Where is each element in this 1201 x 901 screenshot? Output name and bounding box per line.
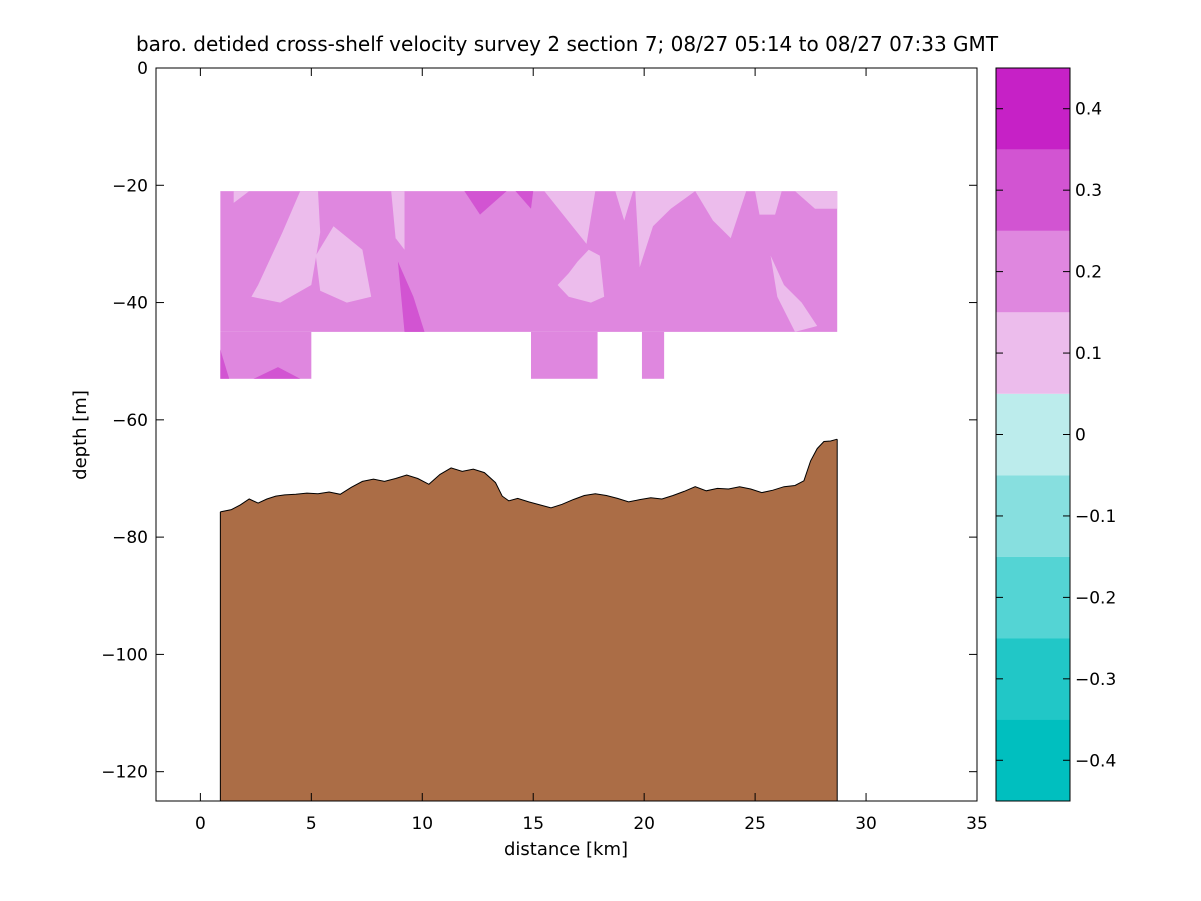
x-tick-label: 35 [966,814,988,834]
colorbar-swatch [996,312,1070,394]
x-tick-label: 30 [855,814,877,834]
velocity-patch-strong [397,261,425,332]
x-tick-label: 25 [744,814,766,834]
x-axis-label: distance [km] [504,839,628,860]
x-tick-label: 5 [306,814,317,834]
velocity-patch-strong [253,367,301,379]
velocity-patch-weak [795,191,838,209]
colorbar-swatch [996,149,1070,231]
colorbar-tick-label: −0.4 [1075,751,1116,771]
colorbar-tick-label: −0.1 [1075,507,1116,527]
x-tick-label: 0 [195,814,206,834]
colorbar-swatch [996,68,1070,150]
colorbar-tick-label: 0.2 [1075,263,1102,283]
colorbar-swatch [996,393,1070,476]
colorbar-tick-label: −0.3 [1075,670,1116,690]
x-axis: 0 5 10 15 20 25 30 35 [195,68,988,834]
velocity-patch-weak [391,191,405,250]
y-tick-label: −60 [112,411,148,431]
colorbar-tick-label: 0 [1075,426,1086,446]
colorbar-tick-label: −0.2 [1075,588,1116,608]
y-tick-label: −120 [101,763,148,783]
colorbar-swatch [996,230,1070,313]
velocity-patch-weak [755,191,782,215]
chart-title: baro. detided cross-shelf velocity surve… [136,32,999,56]
colorbar: −0.4 −0.3 −0.2 −0.1 0 0.1 0.2 0.3 0.4 [995,67,1116,802]
x-tick-label: 10 [411,814,433,834]
y-axis: 0 −20 −40 −60 −80 −100 −120 [101,59,977,783]
y-tick-label: −20 [112,176,148,196]
y-axis-label: depth [m] [70,390,91,480]
colorbar-tick-label: 0.4 [1075,100,1102,120]
velocity-patch-weak [544,191,596,244]
velocity-patch-weak [251,191,321,303]
seafloor-fill [220,439,838,801]
colorbar-swatch [996,638,1070,720]
velocity-patch-weak [695,191,747,239]
x-tick-label: 20 [633,814,655,834]
colorbar-tick-label: 0.1 [1075,344,1102,364]
velocity-block-lower [220,331,312,379]
y-tick-label: −40 [112,294,148,314]
velocity-patch-weak [615,191,634,221]
velocity-block-lower [641,331,665,379]
colorbar-swatch [996,556,1070,639]
seafloor-outline [220,438,838,513]
velocity-block-lower [530,331,598,379]
x-tick-label: 15 [522,814,544,834]
velocity-patch-strong [515,191,534,209]
velocity-patch-weak [770,255,818,332]
colorbar-swatch [996,719,1070,801]
velocity-patch-weak [233,191,250,203]
velocity-patch-weak [635,191,696,268]
velocity-patch-strong [220,349,230,379]
y-tick-label: −100 [101,645,148,665]
velocity-patch-strong [464,191,507,215]
colorbar-tick-label: 0.3 [1075,181,1102,201]
y-tick-label: −80 [112,528,148,548]
y-tick-label: 0 [137,59,148,79]
colorbar-swatch [996,475,1070,557]
plot-frame [155,67,978,802]
velocity-patch-weak [315,226,372,303]
velocity-patch-weak [557,249,605,303]
seafloor [219,438,838,801]
velocity-field [220,191,838,379]
